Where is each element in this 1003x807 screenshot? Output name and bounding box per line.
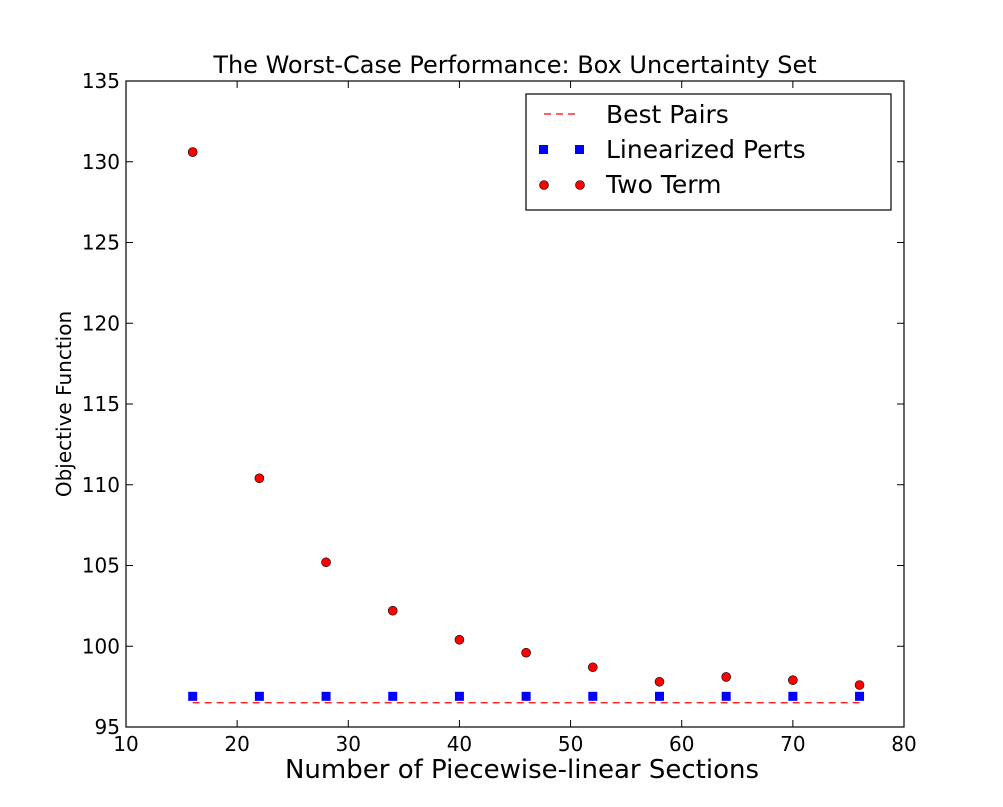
data-point-linearized-perts: [454, 691, 464, 701]
y-tick-label: 100: [82, 634, 120, 658]
data-point-two-term: [254, 473, 265, 484]
data-point-linearized-perts: [521, 691, 531, 701]
y-tick-label: 125: [82, 231, 120, 255]
data-point-linearized-perts: [588, 691, 598, 701]
data-point-linearized-perts: [188, 691, 198, 701]
x-tick-label: 30: [336, 732, 361, 756]
data-point-two-term: [387, 605, 398, 616]
x-tick-label: 60: [669, 732, 694, 756]
data-point-linearized-perts: [254, 691, 264, 701]
legend-swatch-linearized-perts-2: [575, 145, 584, 154]
data-point-linearized-perts: [654, 691, 664, 701]
x-tick-label: 70: [780, 732, 805, 756]
x-tick-label: 40: [447, 732, 472, 756]
y-axis-label: Objective Function: [52, 311, 76, 497]
data-point-two-term: [187, 147, 198, 157]
data-point-two-term: [788, 675, 798, 685]
data-point-linearized-perts: [721, 691, 731, 701]
data-point-two-term: [654, 676, 665, 687]
y-tick-label: 130: [82, 150, 120, 174]
data-point-two-term: [521, 647, 531, 658]
data-point-two-term: [587, 662, 598, 673]
data-point-linearized-perts: [388, 691, 398, 701]
legend-label-two-term: Two Term: [605, 170, 721, 199]
y-tick-label: 110: [82, 473, 120, 497]
x-tick-label: 80: [891, 732, 916, 756]
legend-label-best-pairs: Best Pairs: [606, 100, 729, 129]
y-tick-label: 115: [82, 392, 120, 416]
x-tick-label: 20: [224, 732, 249, 756]
legend-box: [525, 93, 892, 211]
data-point-two-term: [854, 680, 865, 690]
data-point-two-term: [721, 672, 731, 682]
x-axis-label: Number of Piecewise-linear Sections: [285, 755, 759, 785]
data-point-linearized-perts: [788, 691, 798, 701]
legend: Best Pairs Linearized Perts Two Term: [525, 93, 892, 211]
legend-swatch-two-term-2: [575, 180, 585, 190]
axis-ticks: 10 20 30 40 50 60 70 80 95 100 105 110 115 120 125 130 1…: [82, 69, 917, 756]
y-tick-label: 135: [82, 69, 120, 93]
y-tick-label: 120: [82, 311, 120, 335]
y-tick-label: 95: [95, 715, 120, 739]
legend-swatch-two-term-1: [539, 180, 549, 190]
x-tick-label: 50: [558, 732, 583, 756]
series-layer: [187, 147, 865, 704]
chart-title: The Worst-Case Performance: Box Uncertai…: [212, 51, 816, 79]
data-point-two-term: [454, 634, 465, 645]
data-point-linearized-perts: [321, 691, 331, 701]
data-point-two-term: [321, 557, 331, 568]
data-point-linearized-perts: [855, 691, 865, 701]
legend-swatch-linearized-perts-1: [539, 145, 548, 154]
legend-label-linearized-perts: Linearized Perts: [606, 135, 806, 164]
x-tick-label: 10: [113, 732, 138, 756]
y-tick-label: 105: [82, 554, 120, 578]
